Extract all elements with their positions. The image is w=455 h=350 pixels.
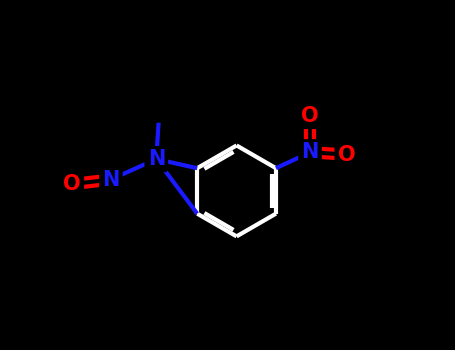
Text: O: O xyxy=(301,106,319,126)
Text: O: O xyxy=(63,174,81,194)
Text: N: N xyxy=(147,149,165,169)
Text: N: N xyxy=(102,169,120,190)
Text: N: N xyxy=(301,142,319,162)
Text: O: O xyxy=(338,145,355,164)
